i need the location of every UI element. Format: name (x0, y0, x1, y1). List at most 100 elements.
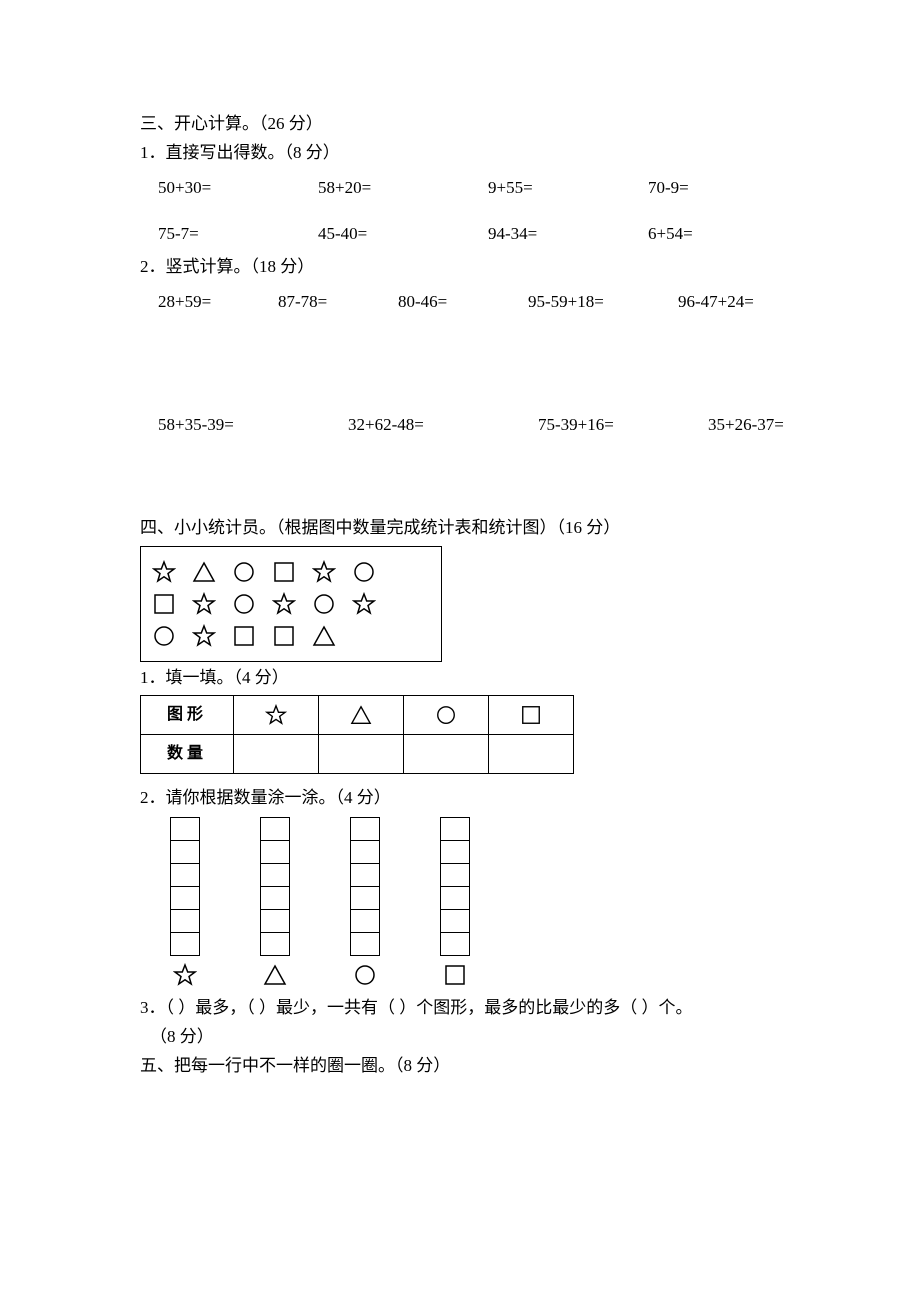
bar-cell (440, 932, 470, 956)
equation: 96-47+24= (678, 288, 828, 315)
shape-row (151, 623, 431, 649)
star-icon (172, 962, 198, 988)
bar-cell (260, 886, 290, 910)
bar-cell (260, 932, 290, 956)
triangle-icon (320, 704, 402, 726)
section3-part2-title: 2．竖式计算。（18 分） (140, 253, 790, 280)
bar-column (260, 817, 290, 988)
shapes-sample-box (140, 546, 442, 662)
shape-row (151, 559, 431, 585)
star-icon (151, 559, 177, 585)
equation: 32+62-48= (348, 411, 538, 438)
bar-column (350, 817, 380, 988)
table-count-cell (319, 734, 404, 773)
section4-part2-title: 2．请你根据数量涂一涂。（4 分） (140, 784, 790, 811)
bar-chart-area (140, 813, 790, 988)
star-icon (191, 591, 217, 617)
tally-table: 图形 数量 (140, 695, 574, 774)
equation: 45-40= (318, 220, 488, 247)
equation: 35+26-37= (708, 411, 858, 438)
bar-cell (170, 909, 200, 933)
vertical-math-row-1: 28+59= 87-78= 80-46= 95-59+18= 96-47+24= (158, 288, 790, 315)
workspace-gap (140, 321, 790, 411)
bar-cell (170, 886, 200, 910)
table-shape-cell (489, 695, 574, 734)
square-icon (271, 623, 297, 649)
equation: 80-46= (398, 288, 528, 315)
star-icon (311, 559, 337, 585)
bar-cell (260, 863, 290, 887)
bar-cell (440, 886, 470, 910)
square-icon (271, 559, 297, 585)
section3-title: 三、开心计算。（26 分） (140, 110, 790, 137)
equation: 58+20= (318, 174, 488, 201)
triangle-icon (191, 559, 217, 585)
bar-cell (440, 817, 470, 841)
shape-row (151, 591, 431, 617)
square-icon (231, 623, 257, 649)
bar-cell (170, 932, 200, 956)
equation: 58+35-39= (158, 411, 348, 438)
table-shape-cell (234, 695, 319, 734)
square-icon (442, 962, 468, 988)
table-count-cell (489, 734, 574, 773)
bar-cell (260, 909, 290, 933)
table-count-cell (404, 734, 489, 773)
bar-cell (350, 886, 380, 910)
bar-cell (350, 932, 380, 956)
equation: 50+30= (158, 174, 318, 201)
worksheet-page: 三、开心计算。（26 分） 1．直接写出得数。（8 分） 50+30= 58+2… (0, 0, 920, 1302)
bar-column (170, 817, 200, 988)
equation: 28+59= (158, 288, 278, 315)
workspace-gap (140, 444, 790, 514)
equation: 87-78= (278, 288, 398, 315)
table-count-cell (234, 734, 319, 773)
table-shape-cell (404, 695, 489, 734)
bar-grid (440, 817, 470, 956)
section4-title: 四、小小统计员。（根据图中数量完成统计表和统计图）（16 分） (140, 514, 790, 541)
mental-math-row-2: 75-7= 45-40= 94-34= 6+54= (158, 220, 790, 247)
circle-icon (151, 623, 177, 649)
circle-icon (352, 962, 378, 988)
equation: 70-9= (648, 174, 798, 201)
triangle-icon (311, 623, 337, 649)
bar-grid (350, 817, 380, 956)
section3-part1-title: 1．直接写出得数。（8 分） (140, 139, 790, 166)
bar-grid (170, 817, 200, 956)
circle-icon (351, 559, 377, 585)
equation: 75-39+16= (538, 411, 708, 438)
bar-cell (260, 817, 290, 841)
star-icon (191, 623, 217, 649)
table-shape-cell (319, 695, 404, 734)
bar-cell (170, 840, 200, 864)
star-icon (235, 704, 317, 726)
vertical-math-row-2: 58+35-39= 32+62-48= 75-39+16= 35+26-37= (158, 411, 790, 438)
triangle-icon (262, 962, 288, 988)
bar-column (440, 817, 470, 988)
equation: 6+54= (648, 220, 798, 247)
star-icon (271, 591, 297, 617)
star-icon (351, 591, 377, 617)
equation: 75-7= (158, 220, 318, 247)
bar-cell (170, 863, 200, 887)
section4-part3-points: （8 分） (140, 1023, 790, 1050)
circle-icon (405, 704, 487, 726)
table-header-count: 数量 (141, 734, 234, 773)
bar-grid (260, 817, 290, 956)
section5-title: 五、把每一行中不一样的圈一圈。（8 分） (140, 1052, 790, 1079)
bar-cell (350, 863, 380, 887)
circle-icon (231, 559, 257, 585)
circle-icon (231, 591, 257, 617)
section4-part3-text: 3．（ ）最多，（ ）最少，一共有（ ）个图形，最多的比最少的多（ ）个。 (140, 994, 790, 1021)
bar-cell (440, 863, 470, 887)
bar-cell (350, 840, 380, 864)
table-row: 数量 (141, 734, 574, 773)
bar-cell (350, 817, 380, 841)
square-icon (151, 591, 177, 617)
table-header-shape: 图形 (141, 695, 234, 734)
bar-cell (440, 909, 470, 933)
table-row: 图形 (141, 695, 574, 734)
section4-part1-title: 1．填一填。（4 分） (140, 664, 790, 691)
circle-icon (311, 591, 337, 617)
bar-cell (440, 840, 470, 864)
